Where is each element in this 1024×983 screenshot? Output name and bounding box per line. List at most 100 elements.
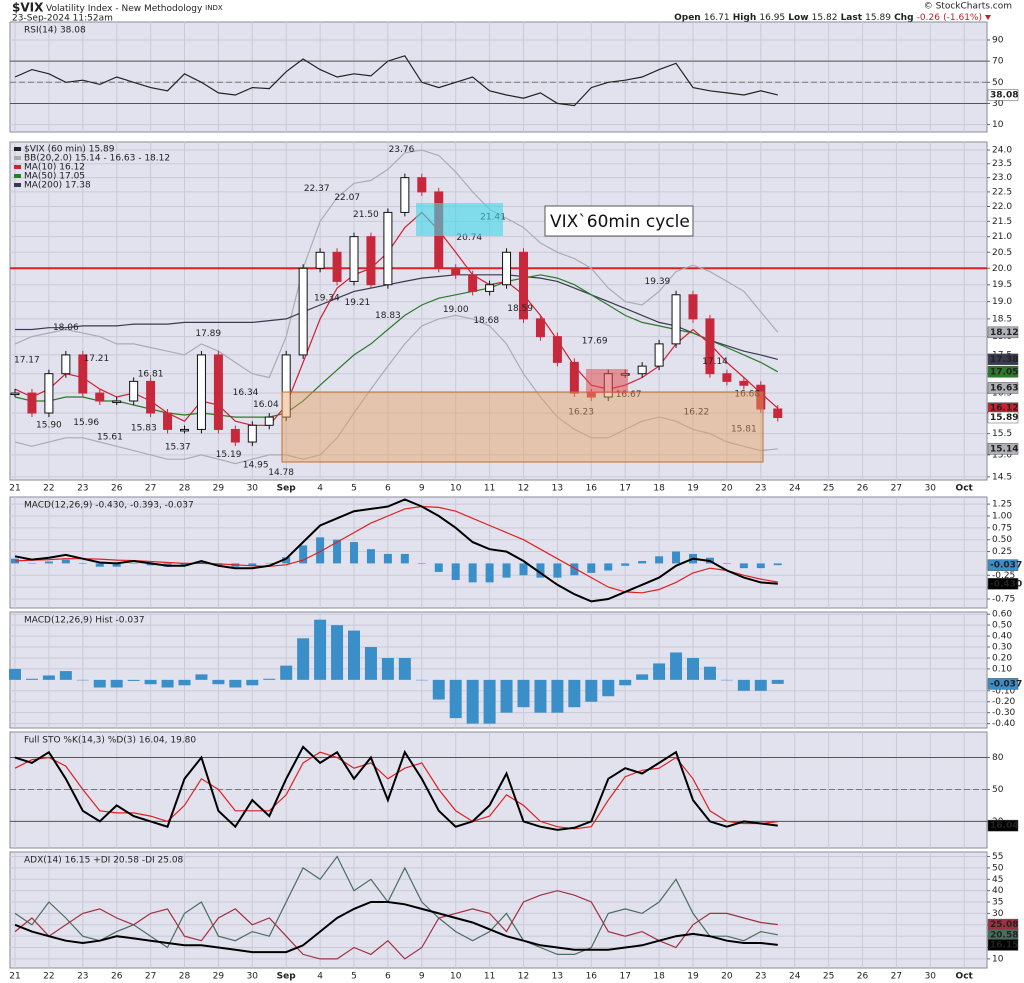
price-label: 16.68 [734, 390, 760, 400]
price-label: 15.61 [97, 433, 123, 443]
index-name: Volatility Index - New Methodology INDX [46, 4, 223, 14]
histogram-bar [771, 679, 784, 684]
x-tick-label: Sep [277, 484, 297, 494]
y-tick-label: 55 [992, 852, 1003, 862]
candle [468, 274, 478, 292]
histogram-bar [383, 553, 392, 564]
histogram-bar [44, 561, 53, 564]
histogram-bar [434, 563, 443, 572]
candle [552, 336, 562, 363]
x-tick-label: 16 [586, 484, 598, 494]
legend-entry: MA(200) 17.38 [24, 181, 91, 191]
price-label: 17.69 [582, 336, 608, 346]
price-label: 16.34 [233, 388, 259, 398]
zone-box [416, 203, 503, 236]
value-tag-label: 17.38 [990, 355, 1018, 365]
legend: ADX(14) 16.15 +DI 20.58 -DI 25.08 [24, 856, 184, 866]
q-label: Low [788, 13, 808, 23]
histogram-bar [621, 563, 630, 566]
legend: MACD(12,26,9) Hist -0.037 [24, 616, 145, 626]
q-value: 15.89 [865, 13, 891, 23]
x-tick-label: 5 [351, 972, 357, 982]
candle [773, 408, 783, 418]
series-line [14, 890, 778, 960]
histogram-bar [602, 679, 615, 697]
histogram-bar [197, 561, 206, 564]
value-tag-label: 16.12 [990, 404, 1018, 414]
y-tick-label: 21.0 [992, 232, 1012, 242]
histogram-bar [703, 666, 716, 680]
histogram-bar [570, 563, 579, 576]
histogram-bar [314, 619, 327, 680]
date: 23-Sep-2024 11:52am [12, 14, 113, 24]
histogram-bar [333, 539, 342, 564]
histogram-bar [739, 563, 748, 569]
histogram-bar [350, 542, 358, 564]
histogram-bar [638, 561, 647, 564]
value-tag-label: 16.63 [990, 383, 1018, 393]
candle [535, 318, 545, 338]
x-tick-label: 26 [857, 484, 869, 494]
y-tick-label: 40 [992, 886, 1004, 896]
y-tick-label: 18.5 [992, 314, 1012, 324]
histogram-bar [655, 556, 664, 564]
x-tick-label: 12 [518, 484, 529, 494]
value-tag [987, 89, 1019, 101]
histogram-bar [299, 545, 308, 564]
y-tick-label: 45 [992, 875, 1003, 885]
x-tick-label: 11 [484, 972, 495, 982]
candle [366, 236, 376, 286]
value-tag-label: 25.08 [990, 920, 1018, 930]
x-tick-label: 23 [755, 972, 766, 982]
q-label: High [733, 13, 756, 23]
price-label: 21.50 [353, 210, 379, 220]
x-tick-label: Oct [956, 484, 974, 494]
value-tag-label: 17.05 [990, 367, 1018, 377]
histogram-bar [451, 563, 460, 581]
legend: Full STO %K(14,3) %D(3) 16.04, 19.80 [24, 736, 196, 746]
histogram-bar [585, 679, 598, 702]
y-tick-label: 50 [992, 78, 1004, 88]
candle [298, 267, 308, 356]
x-tick-label: Oct [956, 972, 974, 982]
brand: © StockCharts.com [924, 2, 1012, 12]
x-tick-label: 30 [925, 972, 937, 982]
legend: RSI(14) 38.08 [24, 26, 86, 36]
x-tick-label: 16 [586, 972, 598, 982]
histogram-bar [129, 563, 138, 564]
annotation-text: VIX`60min cycle [550, 212, 690, 232]
x-tick-label: 10 [450, 972, 462, 982]
y-tick-label: 35 [992, 898, 1003, 908]
price-label: 20.74 [456, 233, 482, 243]
y-tick-label: 1.25 [992, 500, 1012, 510]
x-tick-label: 5 [351, 484, 357, 494]
y-tick-label: 14.5 [992, 472, 1012, 482]
y-tick-label: 19.0 [992, 297, 1012, 307]
price-label: 14.78 [268, 468, 294, 478]
candle [129, 380, 139, 402]
histogram-bar [61, 559, 70, 564]
y-tick-label: 80 [992, 753, 1004, 763]
candle [61, 354, 71, 375]
price-label: 14.95 [243, 461, 269, 471]
histogram-bar [27, 562, 36, 564]
series-line [15, 274, 778, 360]
y-tick-label: 20.5 [992, 248, 1012, 258]
value-tag-label: 38.08 [990, 90, 1018, 100]
x-tick-label: 9 [419, 484, 425, 494]
y-tick-label: 30 [992, 99, 1004, 109]
price-label: 18.83 [375, 311, 401, 321]
legend-swatch [14, 156, 21, 160]
value-tag-label: 20.58 [990, 930, 1018, 940]
legend-entry: MA(50) 17.05 [24, 172, 85, 182]
legend-swatch [14, 147, 21, 151]
annotations: VIX`60min cycle [281, 203, 764, 463]
x-tick-label: 26 [111, 972, 123, 982]
y-tick-label: 0.10 [992, 664, 1012, 674]
histogram-bar [672, 551, 681, 564]
candle [349, 236, 359, 282]
histogram-bar [517, 679, 530, 708]
value-tag [987, 366, 1019, 378]
zone-box [586, 369, 628, 393]
x-tick-label: 23 [77, 972, 88, 982]
